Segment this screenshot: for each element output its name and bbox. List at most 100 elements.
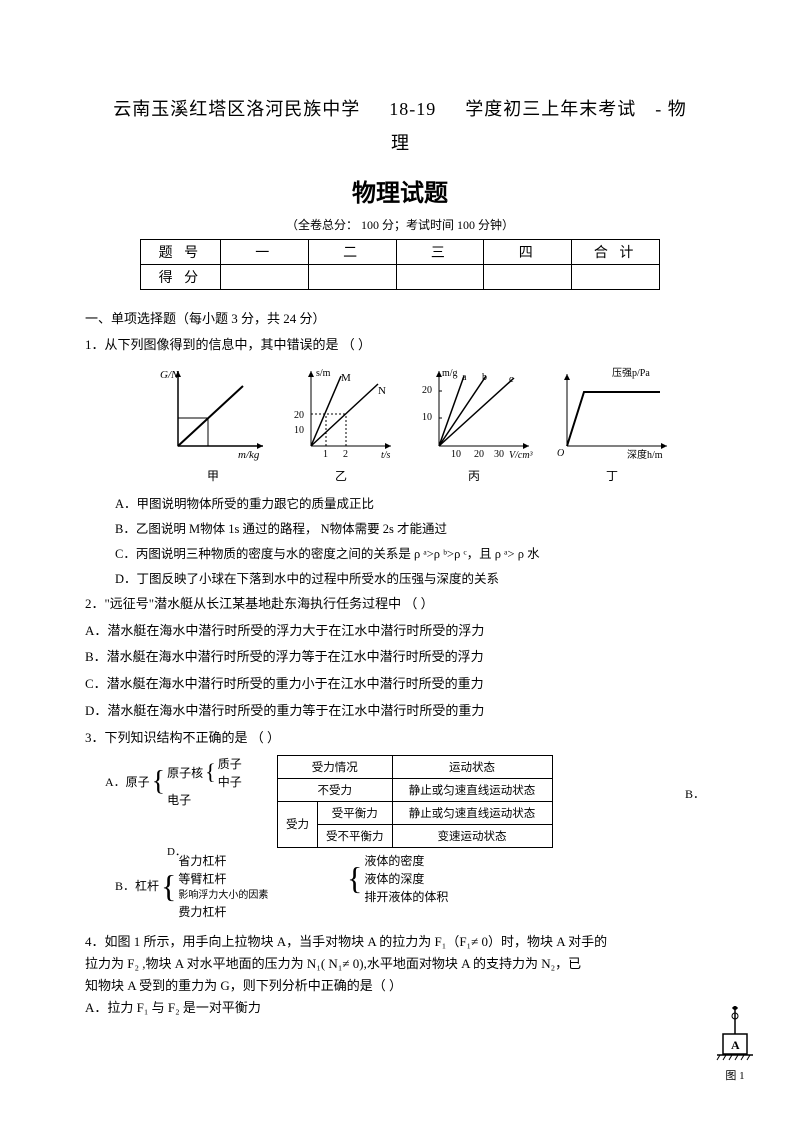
q1-opt-c: C．丙图说明三种物质的密度与水的密度之间的关系是 ρ ᵃ>ρ ᵇ>ρ ᶜ，且 ρ… (115, 544, 715, 564)
score-col-4: 四 (484, 240, 572, 265)
q1-charts: G/N m/kg 甲 s/m t/s M N 20 10 1 2 (115, 366, 715, 484)
score-cell (484, 265, 572, 290)
figure-1: A 图 1 (715, 1004, 755, 1083)
q3-d-c2: 排开液体的体积 (364, 888, 448, 906)
svg-text:压强p/Pa: 压强p/Pa (612, 367, 650, 379)
tb-h1: 受力情况 (278, 755, 393, 778)
q3-b-c0: 省力杠杆 (178, 852, 268, 870)
q2-opt-a: A．潜水艇在海水中潜行时所受的浮力大于在江水中潜行时所受的浮力 (85, 621, 715, 642)
q1-stem: 1．从下列图像得到的信息中，其中错误的是 （ ） (85, 335, 715, 356)
title-school: 云南玉溪红塔区洛河民族中学 (113, 99, 360, 119)
q2-opt-b: B．潜水艇在海水中潜行时所受的浮力等于在江水中潜行时所受的浮力 (85, 647, 715, 668)
q3-b-float: B． (685, 785, 705, 802)
svg-text:10: 10 (422, 412, 432, 423)
q3-b-label: B．杠杆 (115, 877, 159, 895)
chart-bing-caption: 丙 (414, 467, 534, 484)
score-col-2: 二 (308, 240, 396, 265)
svg-text:b: b (482, 372, 487, 383)
q4-opt-a: A．拉力 F₁ 与 F₂ 是一对平衡力 (85, 997, 715, 1019)
q3-a-label: A．原子 (105, 773, 150, 791)
q3-a-child1: 电子 (167, 791, 242, 809)
q2-opt-d: D．潜水艇在海水中潜行时所受的重力等于在江水中潜行时所受的重力 (85, 701, 715, 722)
q2-stem: 2．"远征号"潜水艇从长江某基地赴东海执行任务过程中 （ ） (85, 594, 715, 615)
title-year: 18-19 (389, 99, 436, 119)
q3-row2: D． B．杠杆 { 省力杠杆 等臂杠杆 影响浮力大小的因素 费力杠杆 { 液体的… (115, 852, 715, 921)
chart-yi-caption: 乙 (286, 467, 396, 484)
q3-a-sub0: 质子 (218, 755, 242, 773)
chart-jia-caption: 甲 (158, 467, 268, 484)
score-cell (572, 265, 660, 290)
score-cell (308, 265, 396, 290)
exam-title: 物理试题 (85, 173, 715, 208)
q3-row1: A．原子 { 原子核 { 质子 中子 电子 受力情况 运动状态 不受力 静止或匀… (105, 755, 715, 848)
q3-a-child0: 原子核 (167, 764, 203, 782)
q3-opt-d-tree: { 液体的密度 液体的深度 排开液体的体积 (345, 852, 448, 906)
svg-text:10: 10 (294, 425, 304, 436)
doc-title-line1: 云南玉溪红塔区洛河民族中学 18-19 学度初三上年末考试 - 物 (85, 95, 715, 121)
q4-l1: 4．如图 1 所示，用手向上拉物块 A，当手对物块 A 的拉力为 F₁（F₁≠ … (85, 931, 715, 953)
q4-l3: 知物块 A 受到的重力为 G，则下列分析中正确的是（ ） (85, 975, 715, 997)
q3-b-note: 影响浮力大小的因素 (178, 888, 268, 903)
q3-opt-a-tree: A．原子 { 原子核 { 质子 中子 电子 (105, 755, 265, 809)
q4-l2: 拉力为 F₂ ,物块 A 对水平地面的压力为 N₁( N₁≠ 0),水平地面对物… (85, 953, 715, 975)
tb-r2c1: 受力 (278, 801, 318, 847)
svg-text:G/N: G/N (160, 369, 179, 381)
q3-b-c1: 等臂杠杆 (178, 870, 268, 888)
chart-bing-svg: m/g V/cm³ a b c 20 10 10 20 30 (414, 366, 534, 461)
figure-1-svg: A (715, 1004, 755, 1064)
score-cell (220, 265, 308, 290)
chart-jia: G/N m/kg 甲 (158, 366, 268, 484)
svg-text:20: 20 (294, 410, 304, 421)
title-term: 学度初三上年末考试 (465, 99, 636, 119)
tb-r2a: 受平衡力 (318, 801, 393, 824)
tb-h2: 运动状态 (392, 755, 552, 778)
svg-text:M: M (341, 372, 351, 384)
tb-r3b: 变速运动状态 (392, 824, 552, 847)
svg-text:m/kg: m/kg (238, 449, 260, 461)
score-cell (396, 265, 484, 290)
q3-stem: 3．下列知识结构不正确的是 （ ） (85, 728, 715, 749)
tb-r1c1: 不受力 (278, 778, 393, 801)
q3-table-b: 受力情况 运动状态 不受力 静止或匀速直线运动状态 受力 受平衡力 静止或匀速直… (277, 755, 553, 848)
svg-text:s/m: s/m (316, 368, 331, 379)
chart-yi: s/m t/s M N 20 10 1 2 乙 (286, 366, 396, 484)
q3-b-c2: 费力杠杆 (178, 903, 268, 921)
svg-text:N: N (378, 385, 386, 397)
doc-title-line2: 理 (85, 129, 715, 155)
q3-opt-b-tree: D． B．杠杆 { 省力杠杆 等臂杠杆 影响浮力大小的因素 费力杠杆 (115, 852, 325, 921)
q1-opt-d: D．丁图反映了小球在下落到水中的过程中所受水的压强与深度的关系 (115, 569, 715, 589)
svg-text:30: 30 (494, 449, 504, 460)
tb-r1c2: 静止或匀速直线运动状态 (392, 778, 552, 801)
svg-text:t/s: t/s (381, 450, 391, 461)
svg-text:深度h/m: 深度h/m (627, 448, 663, 461)
score-col-3: 三 (396, 240, 484, 265)
score-col-total: 合 计 (572, 240, 660, 265)
svg-text:2: 2 (343, 449, 348, 460)
svg-text:a: a (462, 372, 467, 383)
chart-jia-svg: G/N m/kg (158, 366, 268, 461)
svg-text:20: 20 (422, 385, 432, 396)
score-header-label: 题 号 (141, 240, 221, 265)
score-row-label: 得 分 (141, 265, 221, 290)
q3-a-sub1: 中子 (218, 773, 242, 791)
chart-bing: m/g V/cm³ a b c 20 10 10 20 30 丙 (414, 366, 534, 484)
score-col-1: 一 (220, 240, 308, 265)
tb-r3a: 受不平衡力 (318, 824, 393, 847)
q3-d-label: D． (167, 844, 186, 861)
chart-ding-caption: 丁 (552, 467, 672, 484)
q4-block: 4．如图 1 所示，用手向上拉物块 A，当手对物块 A 的拉力为 F₁（F₁≠ … (85, 931, 715, 1019)
svg-text:20: 20 (474, 449, 484, 460)
figure-1-label: 图 1 (715, 1067, 755, 1083)
score-table: 题 号 一 二 三 四 合 计 得 分 (140, 239, 660, 290)
q3-d-c1: 液体的深度 (364, 870, 448, 888)
svg-text:10: 10 (451, 449, 461, 460)
q1-opt-b: B．乙图说明 M物体 1s 通过的路程， N物体需要 2s 才能通过 (115, 519, 715, 539)
svg-text:V/cm³: V/cm³ (509, 450, 534, 461)
q1-opt-a: A．甲图说明物体所受的重力跟它的质量成正比 (115, 494, 715, 514)
q2-opt-c: C．潜水艇在海水中潜行时所受的重力小于在江水中潜行时所受的重力 (85, 674, 715, 695)
title-subject-a: - 物 (655, 99, 687, 119)
chart-yi-svg: s/m t/s M N 20 10 1 2 (286, 366, 396, 461)
svg-text:c: c (509, 374, 514, 385)
section-1-header: 一、单项选择题（每小题 3 分，共 24 分） (85, 308, 715, 327)
chart-ding: 压强p/Pa 深度h/m O 丁 (552, 366, 672, 484)
